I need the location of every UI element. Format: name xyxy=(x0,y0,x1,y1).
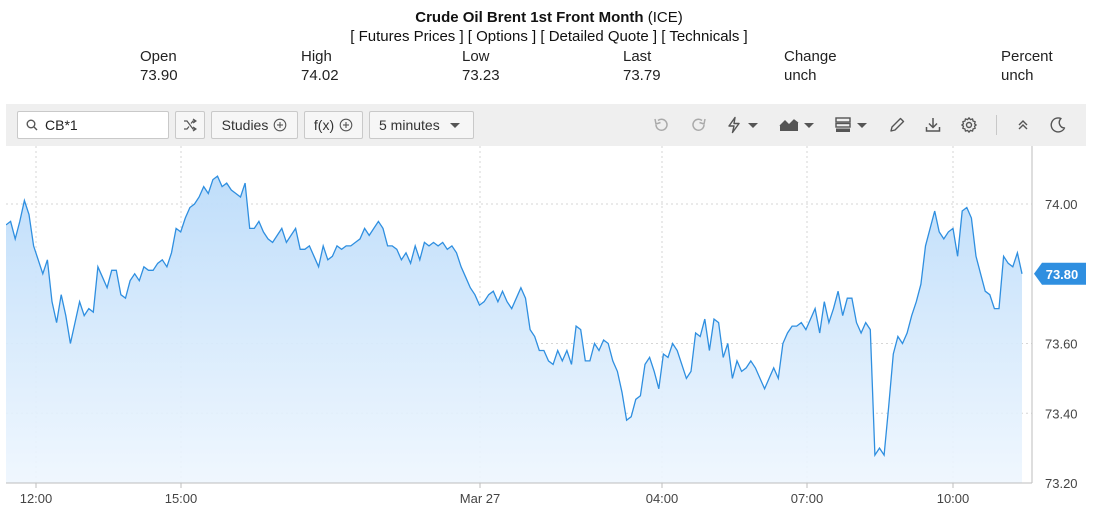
stat-last: Last 73.79 xyxy=(623,47,661,85)
y-axis-labels: 74.00 73.60 73.40 73.20 xyxy=(1045,197,1078,491)
link-options[interactable]: Options xyxy=(476,28,528,45)
layout-icon xyxy=(835,117,851,132)
price-area-fill xyxy=(6,176,1022,483)
collapse-icon xyxy=(1018,120,1028,130)
draw-button[interactable] xyxy=(886,114,908,136)
quote-stats: Open 73.90 High 74.02 Low 73.23 Last 73.… xyxy=(0,47,1098,87)
price-chart[interactable]: 12:00 15:00 Mar 27 04:00 07:00 10:00 74.00 73.… xyxy=(0,146,1098,510)
shuffle-icon xyxy=(184,118,197,132)
stat-label: High xyxy=(301,48,332,65)
events-dropdown[interactable] xyxy=(725,114,761,136)
x-tick-label: 07:00 xyxy=(791,491,824,506)
exchange-name: (ICE) xyxy=(647,9,683,26)
download-icon xyxy=(925,118,941,132)
lightning-icon xyxy=(728,116,740,134)
moon-icon xyxy=(1050,117,1066,133)
stat-percent: Percent unch xyxy=(1001,47,1053,85)
page-title: Crude Oil Brent 1st Front Month (ICE) xyxy=(0,9,1098,26)
price-chart-svg[interactable]: 12:00 15:00 Mar 27 04:00 07:00 10:00 74.00 73.… xyxy=(0,146,1098,510)
stat-value: 73.90 xyxy=(140,67,178,84)
plus-circle-icon xyxy=(273,118,287,132)
stat-value: unch xyxy=(784,67,817,84)
price-line xyxy=(6,175,1023,458)
download-button[interactable] xyxy=(922,114,944,136)
compare-symbol-button[interactable] xyxy=(175,111,205,139)
stat-low: Low 73.23 xyxy=(462,47,500,85)
x-axis-labels: 12:00 15:00 Mar 27 04:00 07:00 10:00 xyxy=(20,483,970,506)
symbol-search[interactable] xyxy=(17,111,169,139)
layout-dropdown[interactable] xyxy=(834,114,872,136)
symbol-input[interactable] xyxy=(45,115,165,135)
interval-label: 5 minutes xyxy=(379,117,440,133)
stat-value: 74.02 xyxy=(301,67,339,84)
chart-type-icon xyxy=(779,119,799,131)
settings-button[interactable] xyxy=(958,114,980,136)
redo-icon xyxy=(692,118,706,131)
last-price-badge xyxy=(1034,262,1086,285)
function-label: f(x) xyxy=(313,117,335,133)
stat-label: Low xyxy=(462,48,490,65)
last-price-label: 73.80 xyxy=(1046,267,1079,282)
x-tick-label: Mar 27 xyxy=(460,491,500,506)
redo-button[interactable] xyxy=(688,114,710,136)
plus-circle-icon xyxy=(339,118,353,132)
link-detailed-quote[interactable]: Detailed Quote xyxy=(548,28,649,45)
y-tick-label: 73.40 xyxy=(1045,406,1078,421)
gear-icon xyxy=(961,117,977,133)
undo-icon xyxy=(654,118,668,131)
pencil-icon xyxy=(890,117,905,132)
x-tick-label: 12:00 xyxy=(20,491,53,506)
stat-label: Change xyxy=(784,48,837,65)
instrument-name: Crude Oil Brent 1st Front Month xyxy=(415,9,644,26)
last-price-marker: 73.80 xyxy=(1034,262,1086,285)
y-tick-label: 73.60 xyxy=(1045,337,1078,352)
chevron-down-icon xyxy=(857,122,867,128)
studies-button[interactable]: Studies xyxy=(211,111,298,139)
interval-dropdown[interactable]: 5 minutes xyxy=(369,111,474,139)
stat-open: Open 73.90 xyxy=(140,47,178,85)
x-tick-label: 10:00 xyxy=(937,491,970,506)
chevron-down-icon xyxy=(449,122,460,128)
x-tick-label: 04:00 xyxy=(646,491,679,506)
stat-value: 73.79 xyxy=(623,67,661,84)
function-button[interactable]: f(x) xyxy=(304,111,363,139)
stat-change: Change unch xyxy=(784,47,837,85)
quote-links: [ Futures Prices ] [ Options ] [ Detaile… xyxy=(350,28,748,45)
stat-label: Last xyxy=(623,48,652,65)
studies-label: Studies xyxy=(221,117,269,133)
stat-value: unch xyxy=(1001,67,1034,84)
chevron-down-icon xyxy=(748,122,758,128)
y-tick-label: 73.20 xyxy=(1045,476,1078,491)
y-tick-label: 74.00 xyxy=(1045,197,1078,212)
x-tick-label: 15:00 xyxy=(165,491,198,506)
search-icon xyxy=(26,119,38,131)
stat-label: Percent xyxy=(1001,48,1053,65)
collapse-button[interactable] xyxy=(1012,114,1034,136)
stat-label: Open xyxy=(140,48,177,65)
stat-value: 73.23 xyxy=(462,67,500,84)
chart-toolbar: Studies f(x) 5 minutes xyxy=(6,104,1086,146)
chevron-down-icon xyxy=(804,122,814,128)
toolbar-divider xyxy=(996,115,997,135)
undo-button[interactable] xyxy=(650,114,672,136)
chart-type-dropdown[interactable] xyxy=(779,114,817,136)
link-technicals[interactable]: Technicals xyxy=(669,28,740,45)
theme-toggle[interactable] xyxy=(1047,114,1069,136)
link-futures-prices[interactable]: Futures Prices xyxy=(358,28,456,45)
stat-high: High 74.02 xyxy=(301,47,339,85)
